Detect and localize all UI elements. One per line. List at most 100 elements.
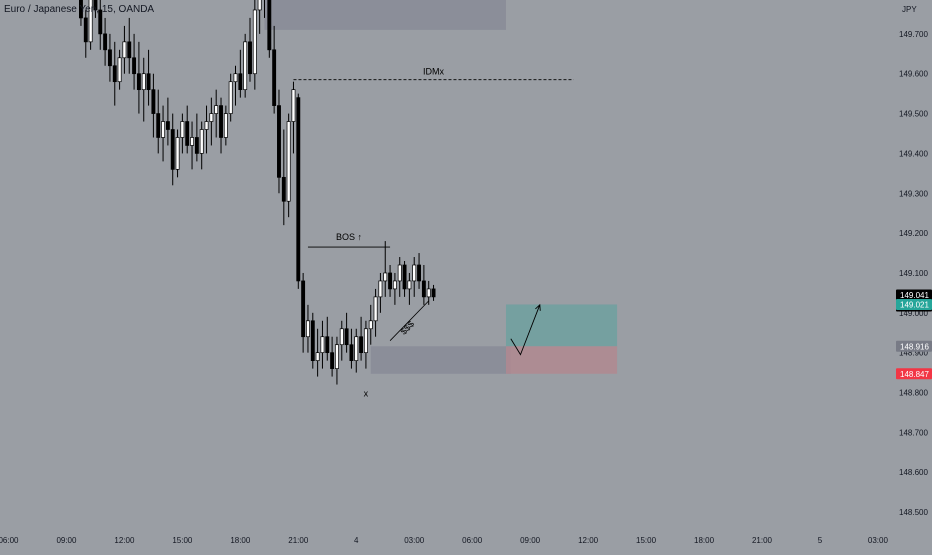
x-tick-label: 15:00	[172, 536, 193, 545]
y-tick-label: 149.300	[899, 189, 928, 198]
candle-body	[146, 73, 151, 91]
candle-body	[228, 81, 233, 114]
x-tick-label: 15:00	[636, 536, 657, 545]
price-label-text: 148.847	[900, 370, 929, 379]
y-tick-label: 149.500	[899, 110, 928, 119]
candle-body	[296, 97, 301, 282]
candle-body	[306, 320, 310, 338]
candle-body	[392, 280, 397, 290]
candle-body	[219, 105, 223, 138]
candle-body	[407, 280, 412, 290]
candle-body	[112, 65, 117, 83]
candle-body	[339, 328, 344, 346]
candle-body	[185, 121, 190, 146]
x-tick-label: 06:00	[0, 536, 19, 545]
candle-body	[78, 0, 83, 19]
stop-zone	[505, 346, 618, 374]
candle-body	[291, 89, 296, 122]
candle-body	[161, 121, 166, 138]
y-tick-label: 148.500	[899, 508, 928, 517]
low-marker-label: x	[364, 389, 369, 399]
candle-body	[252, 9, 257, 75]
y-tick-label: 148.700	[899, 428, 928, 437]
liquidity-label: $$$	[398, 319, 416, 337]
candle-body	[233, 73, 238, 83]
x-tick-label: 21:00	[288, 536, 309, 545]
x-tick-label: 03:00	[868, 536, 889, 545]
candle-body	[238, 73, 243, 91]
candle-body	[209, 113, 214, 122]
candle-body	[431, 288, 436, 298]
candle-body	[426, 288, 431, 298]
zones-layer	[264, 0, 618, 374]
candle-body	[344, 328, 349, 346]
y-tick-label: 148.900	[899, 349, 928, 358]
candle-body	[151, 89, 156, 114]
candle-body	[334, 344, 339, 369]
candle-body	[156, 113, 161, 138]
x-tick-label: 03:00	[404, 536, 425, 545]
candle-body	[417, 264, 422, 282]
candle-body	[199, 129, 204, 154]
time-axis: 06:00 09:00 12:00 15:00 18:00 21:00 4 03:00 06:0…	[0, 536, 888, 545]
candle-body	[165, 121, 170, 130]
target-zone	[505, 304, 618, 347]
price-label-text: 149.041	[900, 291, 929, 300]
supply-zone	[264, 0, 506, 30]
candle-body	[103, 33, 108, 51]
candle-body	[117, 57, 122, 83]
liquidity-line	[389, 300, 429, 341]
candle-body	[107, 49, 112, 67]
candle-body	[243, 41, 248, 91]
candle-body	[248, 41, 252, 75]
candle-body	[122, 41, 127, 59]
x-tick-label: 5	[818, 536, 823, 545]
candle-body	[373, 296, 378, 322]
y-tick-label: 149.000	[899, 309, 928, 318]
candle-body	[175, 137, 180, 170]
candle-body	[402, 264, 407, 290]
candle-body	[363, 328, 368, 354]
candle-body	[412, 264, 417, 282]
candle-body	[397, 264, 402, 282]
price-label-box	[896, 298, 932, 310]
y-tick-label: 148.800	[899, 389, 928, 398]
candle-body	[180, 121, 185, 138]
candle-body	[383, 272, 388, 282]
candle-body	[83, 17, 88, 43]
candle-body	[141, 73, 146, 91]
candle-body	[136, 73, 141, 91]
candle-body	[93, 0, 98, 11]
candle-body	[127, 41, 132, 59]
candle-body	[281, 176, 286, 202]
candle-body	[378, 280, 383, 298]
candle-body	[88, 0, 93, 43]
x-tick-label: 09:00	[56, 536, 77, 545]
candle-body	[190, 137, 194, 146]
price-axis: JPY 149.700 149.600 149.500 149.400 149.300 14…	[899, 5, 928, 517]
idm-label: IDMx	[423, 67, 444, 77]
candle-body	[301, 280, 306, 338]
candle-body	[368, 320, 373, 330]
y-tick-label: 149.400	[899, 149, 928, 158]
candle-body	[354, 336, 359, 361]
candle-body	[421, 280, 426, 298]
candle-body	[349, 344, 354, 361]
x-tick-label: 18:00	[694, 536, 715, 545]
price-label-text: 148.916	[900, 342, 929, 351]
projection-path	[510, 304, 541, 356]
projection-arrowhead	[535, 303, 541, 311]
demand-zone	[370, 346, 511, 374]
price-label-box	[896, 368, 932, 380]
price-label-text: 149.021	[900, 300, 929, 309]
y-tick-label: 149.200	[899, 229, 928, 238]
y-tick-label: 148.600	[899, 468, 928, 477]
symbol-title: Euro / Japanese Yen, 15, OANDA	[4, 4, 155, 15]
candles-layer	[78, 0, 436, 385]
candle-body	[315, 352, 320, 361]
candle-body	[310, 320, 315, 361]
candle-body	[330, 352, 335, 369]
y-tick-label: 149.100	[899, 269, 928, 278]
